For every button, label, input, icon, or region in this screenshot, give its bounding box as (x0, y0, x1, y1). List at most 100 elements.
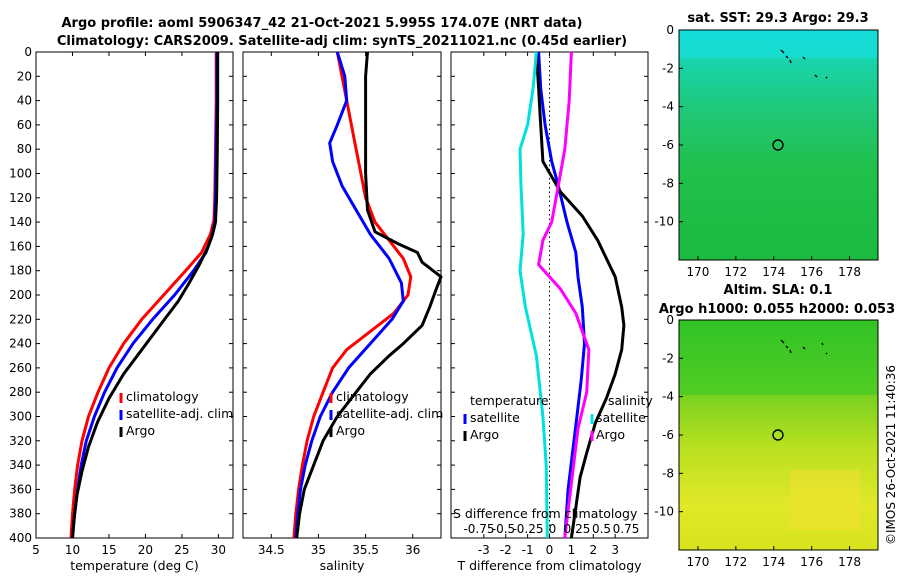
sla_map-ytick-label: 0 (666, 313, 674, 327)
sst-map-axes: 170 172 174 176 178 0 -2 -4 -6 -8 -10 (654, 23, 861, 279)
depth-tick-label: 60 (17, 118, 32, 132)
sst_map-ytick-label: 0 (666, 23, 674, 37)
sst_map-xtick-label: 170 (686, 265, 709, 279)
sst_map-xtick-label: 172 (724, 265, 747, 279)
title-line-2: Climatology: CARS2009. Satellite-adj cli… (57, 34, 627, 49)
sla_map-ytick-label: -4 (662, 390, 674, 404)
sst-heatmap-field (679, 30, 878, 260)
depth-tick-label: 160 (9, 239, 32, 253)
sst-map-title: sat. SST: 29.3 Argo: 29.3 (687, 11, 868, 26)
sla-map-axes: 170 172 174 176 178 0 -2 -4 -6 -8 -10 (654, 313, 861, 569)
depth-tick-label: 260 (9, 361, 32, 375)
salinity-xtick-label: 35.5 (352, 543, 379, 557)
salinity-diff-tick-label: 0.25 (564, 522, 591, 536)
sla-warm-patch (790, 470, 860, 530)
depth-tick-label: 120 (9, 191, 32, 205)
temperature-xtick-label: 15 (101, 543, 116, 557)
temperature-legend-label: satellite-adj. clim (126, 406, 233, 421)
timestamp: ©IMOS 26-Oct-2021 11:40:36 (884, 365, 898, 545)
sla_map-ytick-label: -8 (662, 466, 674, 480)
depth-tick-label: 220 (9, 312, 32, 326)
difference-xlabel: T difference from climatology (456, 558, 642, 573)
depth-tick-label: 80 (17, 142, 32, 156)
difference-line-t-satellite (537, 51, 586, 539)
difference-xtick-label: -3 (478, 543, 490, 557)
sla_map-ytick-label: -2 (662, 351, 674, 365)
depth-tick-label: 360 (9, 482, 32, 496)
temperature-legend-label: climatology (126, 389, 199, 404)
sst_map-ytick-label: -8 (662, 176, 674, 190)
difference-xtick-label: -2 (500, 543, 512, 557)
depth-tick-label: 400 (9, 531, 32, 545)
sst-coastline (780, 49, 828, 79)
salinity-diff-axis-title: S difference from climatology (453, 506, 638, 521)
temperature-xtick-label: 30 (211, 543, 226, 557)
depth-tick-label: 100 (9, 167, 32, 181)
sst_map-ytick-label: -10 (654, 215, 674, 229)
salinity-xlabel: salinity (320, 558, 365, 573)
diff-legend-left-label: Argo (470, 427, 499, 442)
sla-map-subtitle: Argo h1000: 0.055 h2000: 0.053 (659, 302, 895, 317)
difference-xtick-label: 3 (611, 543, 619, 557)
salinity-legend-label: satellite-adj. clim (336, 406, 443, 421)
difference-xtick-label: -1 (522, 543, 534, 557)
sla_map-xtick-label: 178 (838, 555, 861, 569)
salinity-diff-tick-label: -0.75 (463, 522, 494, 536)
difference-line-t-argo (534, 51, 626, 539)
salinity-legend-label: climatology (336, 389, 409, 404)
sla_map-ytick-label: -6 (662, 428, 674, 442)
temperature-xtick-label: 20 (138, 543, 153, 557)
salinity-diff-tick-label: 0 (549, 522, 557, 536)
sst_map-ytick-label: -6 (662, 138, 674, 152)
diff-legend-title-left: temperature (470, 393, 549, 408)
salinity-diff-tick-label: -0.5 (492, 522, 515, 536)
depth-tick-label: 180 (9, 264, 32, 278)
temperature-axes-frame (35, 51, 234, 539)
salinity-diff-tick-label: 0.5 (592, 522, 611, 536)
diff-legend-left-label: satellite (470, 410, 520, 425)
salinity-diff-tick-label: -0.25 (512, 522, 543, 536)
diff-legend-right-label: Argo (596, 427, 625, 442)
difference-line-s-satellite (518, 51, 549, 539)
temperature-panel: 0 20 40 60 80 100 120 140 160 180 200 220 240 260 280 3… (9, 45, 234, 573)
depth-tick-label: 0 (24, 45, 32, 59)
diff-legend-right-label: satellite (596, 410, 646, 425)
sla_map-xtick-label: 174 (762, 555, 785, 569)
sla_map-ytick-label: -10 (654, 505, 674, 519)
salinity-xtick-label: 36 (405, 543, 420, 557)
sst_map-xtick-label: 176 (800, 265, 823, 279)
salinity-diff-tick-label: 0.75 (613, 522, 640, 536)
difference-xtick-label: 2 (589, 543, 597, 557)
temperature-line-argo (71, 52, 220, 539)
salinity-line-satellite-adj-clim (294, 51, 405, 539)
sst_map-xtick-label: 178 (838, 265, 861, 279)
depth-tick-label: 280 (9, 385, 32, 399)
depth-tick-label: 40 (17, 94, 32, 108)
salinity-line-climatology (292, 51, 413, 539)
difference-line-s-argo (537, 51, 591, 539)
depth-tick-label: 200 (9, 288, 32, 302)
sst-map (678, 29, 879, 261)
sla_map-xtick-label: 176 (800, 555, 823, 569)
depth-tick-label: 320 (9, 434, 32, 448)
temperature-xtick-label: 10 (65, 543, 80, 557)
sla_map-xtick-label: 172 (724, 555, 747, 569)
sla-map-title: Altim. SLA: 0.1 (724, 283, 833, 298)
diff-legend-title-right: salinity (608, 393, 653, 408)
sst_map-ytick-label: -2 (662, 61, 674, 75)
difference-panel: -3 -2 -1 0 1 2 3T difference from climatology t… (450, 51, 653, 573)
salinity-legend-label: Argo (336, 423, 365, 438)
title-line-1: Argo profile: aoml 5906347_42 21-Oct-202… (62, 16, 583, 31)
temperature-xtick-label: 5 (32, 543, 40, 557)
salinity-panel: 34.5 35 35.5 36 salinity climatology satellite… (242, 51, 443, 573)
depth-tick-label: 380 (9, 507, 32, 521)
temperature-xlabel: temperature (deg C) (70, 558, 199, 573)
sla-map (678, 319, 879, 551)
temperature-legend-label: Argo (126, 423, 155, 438)
sla-coastline (780, 339, 828, 355)
difference-xtick-label: 0 (546, 543, 554, 557)
salinity-xtick-label: 34.5 (258, 543, 285, 557)
salinity-xtick-label: 35 (311, 543, 326, 557)
sst-argo-marker (772, 139, 784, 151)
